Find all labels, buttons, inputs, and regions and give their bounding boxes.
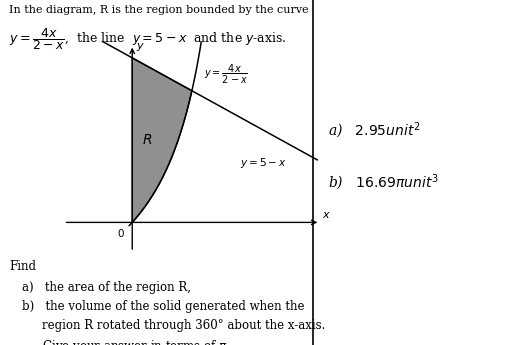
Text: Find: Find (10, 260, 36, 274)
Text: $y=\dfrac{4x}{2-x}$: $y=\dfrac{4x}{2-x}$ (204, 63, 248, 86)
Text: region R rotated through 360° about the x-axis.: region R rotated through 360° about the … (42, 319, 326, 332)
Text: $y$: $y$ (136, 41, 145, 53)
Text: $0$: $0$ (117, 227, 125, 239)
Text: b)   $16.69\pi unit^3$: b) $16.69\pi unit^3$ (328, 172, 439, 193)
Polygon shape (132, 58, 192, 223)
Text: a)   $2.95unit^2$: a) $2.95unit^2$ (328, 121, 421, 141)
Text: Give your answer in terms of $\pi$: Give your answer in terms of $\pi$ (42, 338, 228, 345)
Text: $y=5-x$: $y=5-x$ (240, 156, 286, 170)
Text: $y=\dfrac{4x}{2-x}$,  the line  $y = 5-x$  and the $y$-axis.: $y=\dfrac{4x}{2-x}$, the line $y = 5-x$ … (10, 26, 287, 52)
Text: b)   the volume of the solid generated when the: b) the volume of the solid generated whe… (22, 300, 305, 313)
Text: In the diagram, R is the region bounded by the curve: In the diagram, R is the region bounded … (10, 5, 309, 15)
Text: $R$: $R$ (142, 133, 153, 147)
Text: a)   the area of the region R,: a) the area of the region R, (22, 281, 191, 294)
Text: $x$: $x$ (322, 210, 331, 220)
